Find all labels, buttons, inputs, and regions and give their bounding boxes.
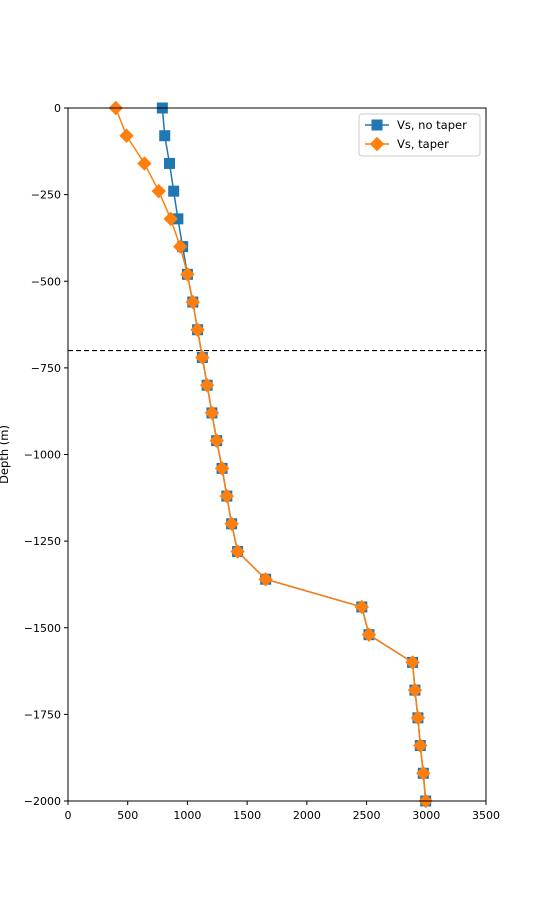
data-point-marker — [413, 738, 428, 753]
data-point-marker — [195, 350, 210, 365]
data-point-marker — [410, 710, 426, 726]
series-layer — [68, 100, 486, 809]
y-tick-label: 0 — [54, 102, 61, 115]
data-point-marker — [185, 294, 201, 310]
data-point-marker — [416, 766, 431, 781]
x-tick-label: 0 — [65, 809, 72, 822]
data-point-marker — [137, 156, 152, 171]
data-point-marker — [151, 183, 166, 199]
legend: Vs, no taper Vs, taper — [358, 113, 481, 157]
axis-ticks: 0 500 1000 1500 2000 2500 3000 3500 0 −250 −500 −75… — [24, 102, 500, 822]
data-point-marker — [219, 488, 235, 504]
x-tick-label: 500 — [117, 809, 138, 822]
data-point-marker — [119, 128, 134, 143]
y-tick-label: −500 — [31, 275, 61, 288]
data-point-marker — [159, 130, 171, 142]
data-point-marker — [164, 157, 176, 169]
y-tick-label: −750 — [31, 362, 61, 375]
legend-label: Vs, no taper — [397, 118, 467, 132]
legend-marker — [369, 136, 385, 152]
y-axis-label: Depth (m) — [0, 425, 11, 484]
x-tick-label: 1000 — [173, 809, 201, 822]
data-point-marker — [224, 516, 239, 532]
y-tick-label: −2000 — [24, 795, 61, 808]
y-tick-label: −1000 — [24, 449, 61, 462]
data-point-marker — [405, 655, 420, 670]
data-point-marker — [199, 377, 215, 393]
x-tick-label: 1500 — [233, 809, 261, 822]
y-tick-label: −1500 — [24, 622, 61, 635]
data-point-marker — [258, 572, 273, 587]
data-point-marker — [209, 433, 224, 448]
data-point-marker — [173, 239, 188, 254]
legend-label: Vs, taper — [397, 137, 449, 151]
data-point-marker — [354, 599, 370, 615]
data-point-marker — [163, 211, 178, 227]
x-tick-label: 2500 — [353, 809, 381, 822]
data-point-marker — [168, 185, 180, 197]
x-tick-label: 3500 — [472, 809, 500, 822]
y-tick-label: −1750 — [24, 708, 61, 721]
data-point-marker — [180, 267, 195, 282]
data-point-marker — [230, 544, 245, 559]
legend-box — [358, 113, 481, 157]
data-point-marker — [214, 461, 230, 476]
x-tick-label: 2000 — [293, 809, 321, 822]
plot-frame — [67, 107, 487, 802]
data-point-marker — [204, 405, 220, 421]
y-tick-label: −250 — [31, 189, 61, 202]
series-taper — [108, 100, 433, 809]
data-point-marker — [190, 322, 205, 337]
legend-marker — [371, 119, 383, 131]
legend-entry: Vs, no taper — [365, 118, 467, 132]
y-tick-label: −1250 — [24, 535, 61, 548]
data-point-marker — [407, 682, 423, 698]
legend-entry: Vs, taper — [365, 136, 449, 152]
x-tick-label: 3000 — [412, 809, 440, 822]
data-point-marker — [361, 627, 377, 642]
